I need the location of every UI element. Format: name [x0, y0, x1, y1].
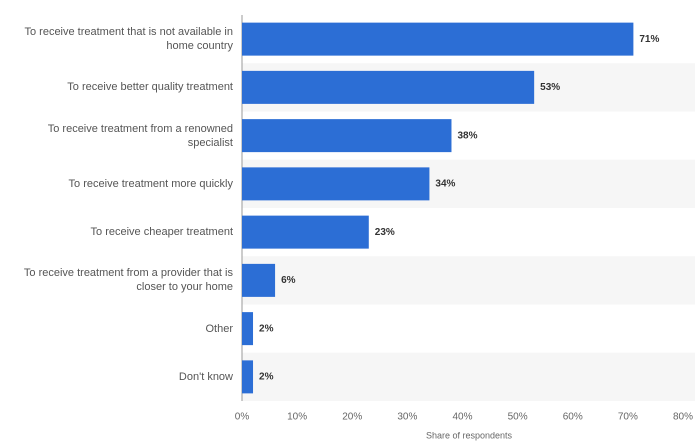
bar — [242, 360, 254, 394]
category-label: Other — [205, 322, 233, 335]
x-tick-label: 20% — [342, 412, 362, 423]
x-axis-label: Share of respondents — [426, 430, 513, 440]
x-tick-label: 30% — [397, 412, 417, 423]
value-label: 2% — [259, 372, 274, 383]
category-label: To receive treatment from a renowned spe… — [47, 122, 233, 149]
category-label: To receive treatment from a provider tha… — [23, 267, 233, 294]
bar — [242, 263, 276, 297]
row-stripe — [242, 256, 695, 305]
x-tick-label: 60% — [563, 412, 583, 423]
bar — [242, 22, 634, 56]
value-label: 38% — [457, 130, 477, 141]
x-tick-label: 80% — [673, 412, 693, 423]
value-label: 53% — [540, 82, 560, 93]
bar — [242, 215, 369, 249]
value-label: 71% — [639, 34, 659, 45]
category-label: To receive better quality treatment — [67, 81, 233, 94]
value-label: 34% — [435, 179, 455, 190]
value-label: 23% — [375, 227, 395, 238]
x-tick-label: 10% — [287, 412, 307, 423]
category-label: To receive cheaper treatment — [90, 226, 233, 239]
value-label: 2% — [259, 323, 274, 334]
x-tick-label: 70% — [618, 412, 638, 423]
value-label: 6% — [281, 275, 296, 286]
x-tick-label: 50% — [508, 412, 528, 423]
x-tick-label: 0% — [235, 412, 250, 423]
bar — [242, 167, 430, 201]
category-label: Don't know — [178, 370, 233, 383]
bar — [242, 70, 535, 104]
x-tick-label: 40% — [452, 412, 472, 423]
bar — [242, 312, 254, 346]
category-label: To receive treatment that is not availab… — [24, 26, 233, 53]
bar — [242, 119, 452, 153]
category-label: To receive treatment more quickly — [68, 177, 233, 190]
row-stripe — [242, 352, 695, 401]
